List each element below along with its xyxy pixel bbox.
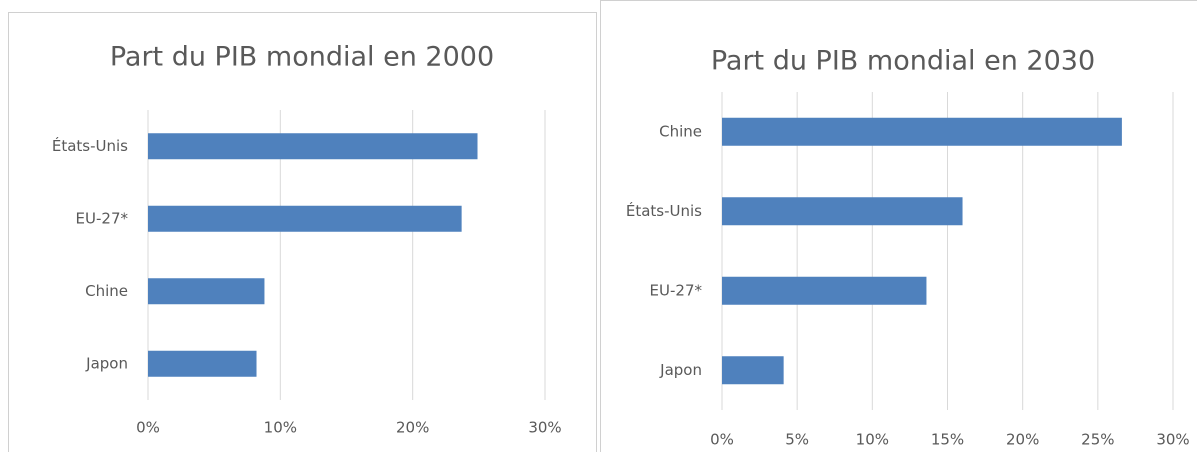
bar — [148, 278, 265, 305]
x-tick-label: 10% — [264, 419, 297, 437]
x-tick-label: 25% — [1081, 431, 1114, 449]
x-tick-label: 0% — [136, 419, 160, 437]
bar — [722, 276, 927, 305]
x-tick-label: 15% — [931, 431, 964, 449]
bar — [148, 205, 462, 232]
y-tick-label: Japon — [85, 354, 128, 372]
y-tick-label: Chine — [85, 282, 128, 300]
x-tick-label: 0% — [710, 431, 734, 449]
bar — [722, 197, 963, 226]
bar — [722, 117, 1122, 146]
x-tick-label: 20% — [1006, 431, 1039, 449]
y-tick-label: États-Unis — [626, 201, 702, 220]
chart-frame — [8, 12, 597, 452]
x-tick-label: 10% — [856, 431, 889, 449]
y-tick-label: EU-27* — [650, 281, 703, 299]
y-tick-label: EU-27* — [76, 209, 129, 227]
y-tick-label: États-Unis — [52, 136, 128, 155]
y-tick-label: Japon — [659, 361, 702, 379]
x-tick-label: 30% — [1156, 431, 1189, 449]
bar — [148, 133, 478, 160]
x-tick-label: 5% — [785, 431, 809, 449]
y-tick-label: Chine — [659, 122, 702, 140]
bar — [148, 350, 257, 377]
x-tick-label: 20% — [396, 419, 429, 437]
chart-title: Part du PIB mondial en 2000 — [110, 42, 494, 73]
bar — [722, 356, 784, 385]
x-tick-label: 30% — [528, 419, 561, 437]
chart-title: Part du PIB mondial en 2030 — [711, 46, 1095, 77]
